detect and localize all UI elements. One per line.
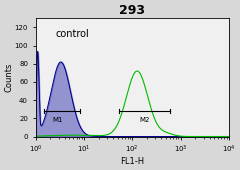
Text: M2: M2 <box>139 117 150 123</box>
Y-axis label: Counts: Counts <box>4 63 13 92</box>
Title: 293: 293 <box>119 4 145 17</box>
Text: M1: M1 <box>52 117 63 123</box>
Text: control: control <box>56 29 90 39</box>
X-axis label: FL1-H: FL1-H <box>120 157 144 166</box>
